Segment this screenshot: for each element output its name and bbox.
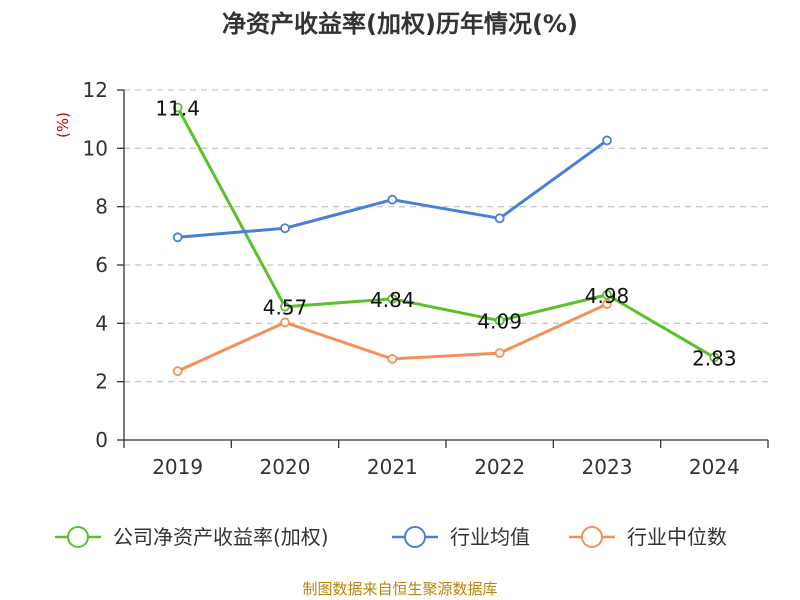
legend-label: 行业均值 bbox=[450, 525, 530, 549]
data-point[interactable] bbox=[602, 299, 612, 309]
legend[interactable]: 公司净资产收益率(加权) 行业均值 行业中位数 bbox=[55, 525, 727, 549]
series-line bbox=[176, 106, 716, 359]
x-axis-ticks: 2019 2020 2021 2022 2023 2024 bbox=[123, 440, 769, 479]
y-tick-label: 2 bbox=[95, 370, 108, 394]
legend-marker bbox=[581, 526, 603, 548]
legend-marker bbox=[67, 526, 89, 548]
data-point[interactable] bbox=[172, 102, 183, 113]
data-point[interactable] bbox=[494, 213, 505, 224]
y-axis-unit-label: (%) bbox=[54, 112, 72, 138]
series-line bbox=[177, 139, 608, 239]
legend-item-1[interactable]: 公司净资产收益率(加权) bbox=[55, 525, 329, 549]
grid-lines bbox=[124, 89, 768, 383]
x-tick-label: 2024 bbox=[689, 455, 740, 479]
data-label: 4.98 bbox=[585, 284, 630, 308]
y-tick-label: 6 bbox=[95, 253, 108, 277]
x-tick-label: 2022 bbox=[474, 455, 525, 479]
data-labels: 11.4 4.57 4.84 4.09 4.98 2.83 bbox=[155, 97, 736, 371]
y-tick-label: 8 bbox=[95, 195, 108, 219]
data-label: 4.57 bbox=[263, 296, 308, 320]
data-label: 2.83 bbox=[692, 346, 737, 370]
legend-label: 行业中位数 bbox=[627, 525, 727, 549]
series-2 bbox=[172, 135, 612, 243]
data-point[interactable] bbox=[387, 194, 398, 205]
y-tick-label: 4 bbox=[95, 311, 108, 335]
chart-title: 净资产收益率(加权)历年情况(%) bbox=[222, 10, 578, 38]
data-point[interactable] bbox=[280, 223, 290, 234]
y-tick-label: 12 bbox=[83, 78, 108, 102]
x-tick-label: 2023 bbox=[582, 455, 633, 479]
data-point[interactable] bbox=[709, 352, 720, 363]
data-point[interactable] bbox=[602, 135, 612, 146]
legend-marker bbox=[404, 526, 426, 548]
data-label: 11.4 bbox=[155, 97, 200, 121]
series-group bbox=[172, 102, 720, 377]
data-label: 4.84 bbox=[370, 288, 415, 312]
data-point[interactable] bbox=[280, 301, 290, 312]
y-tick-label: 10 bbox=[83, 136, 108, 160]
data-point[interactable] bbox=[280, 317, 290, 328]
legend-item-3[interactable]: 行业中位数 bbox=[569, 525, 727, 549]
series-1 bbox=[172, 102, 720, 363]
legend-label: 公司净资产收益率(加权) bbox=[113, 525, 329, 549]
data-point[interactable] bbox=[387, 354, 398, 364]
data-point[interactable] bbox=[494, 348, 505, 358]
source-note: 制图数据来自恒生聚源数据库 bbox=[302, 580, 497, 598]
x-tick-label: 2020 bbox=[260, 455, 311, 479]
x-tick-label: 2021 bbox=[367, 455, 418, 479]
legend-item-2[interactable]: 行业均值 bbox=[392, 525, 530, 549]
data-label: 4.09 bbox=[477, 310, 522, 334]
data-point[interactable] bbox=[172, 366, 183, 377]
x-tick-label: 2019 bbox=[152, 455, 203, 479]
data-point[interactable] bbox=[387, 293, 398, 304]
data-point[interactable] bbox=[602, 289, 612, 300]
y-axis-ticks: 0 2 4 6 8 10 12 bbox=[83, 78, 124, 452]
y-tick-label: 0 bbox=[95, 428, 108, 452]
series-3 bbox=[172, 299, 612, 377]
data-point[interactable] bbox=[172, 232, 183, 243]
data-point[interactable] bbox=[494, 315, 505, 326]
